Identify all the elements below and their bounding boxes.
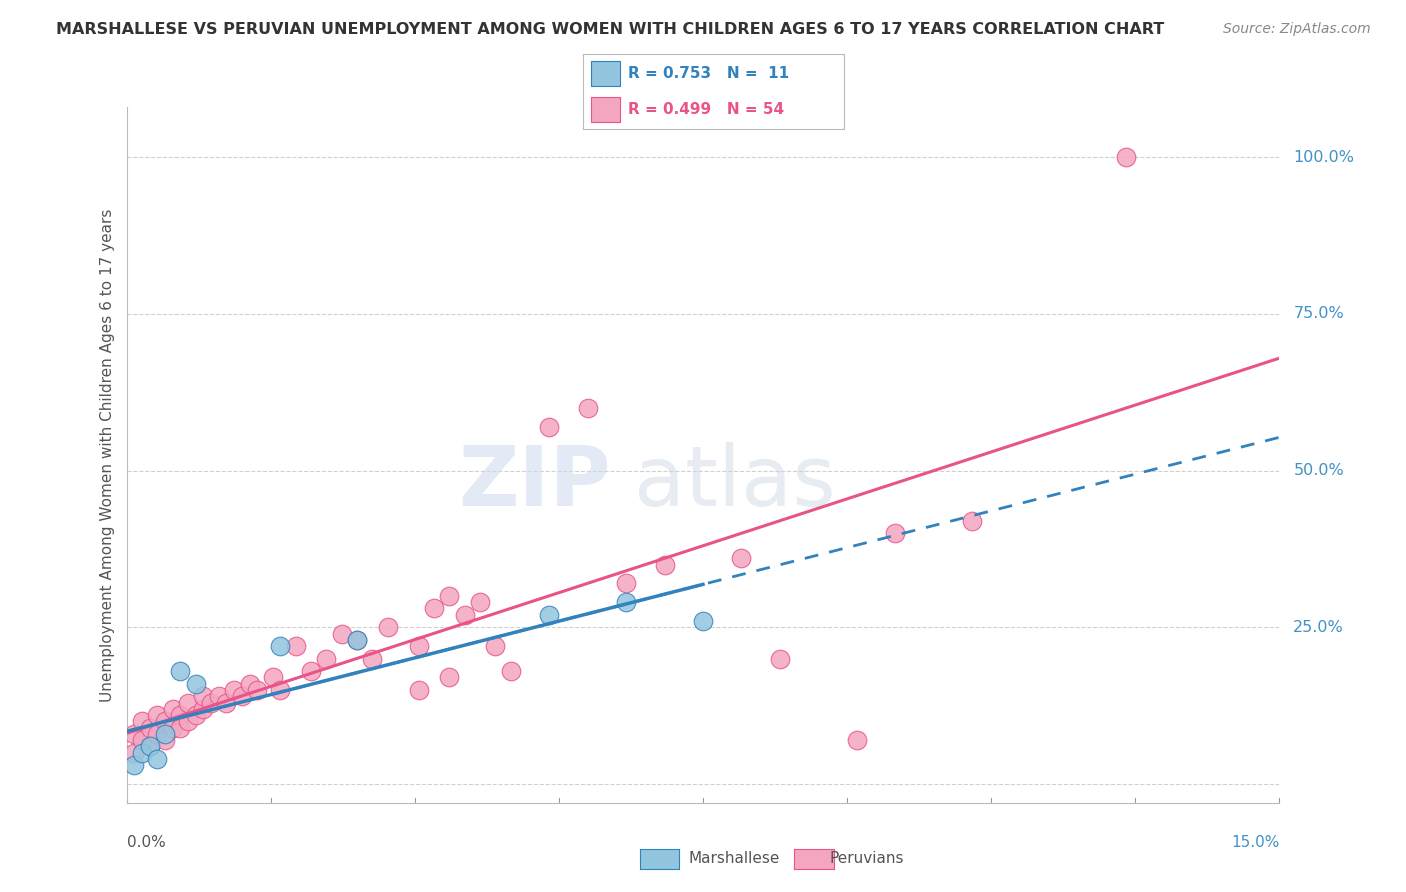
Point: [208, 690, 231, 704]
Text: MARSHALLESE VS PERUVIAN UNEMPLOYMENT AMONG WOMEN WITH CHILDREN AGES 6 TO 17 YEAR: MARSHALLESE VS PERUVIAN UNEMPLOYMENT AMO…: [56, 22, 1164, 37]
Point: [484, 639, 506, 653]
Point: [131, 733, 153, 747]
Point: [439, 589, 461, 603]
Point: [377, 620, 399, 634]
Point: [162, 721, 184, 735]
Point: [169, 721, 191, 735]
Point: [131, 714, 153, 729]
Point: [169, 708, 191, 723]
Point: [224, 683, 246, 698]
Point: [769, 651, 792, 665]
Point: [200, 696, 222, 710]
Point: [408, 639, 430, 653]
Point: [231, 690, 253, 704]
Point: [262, 670, 284, 684]
Point: [146, 708, 169, 723]
Point: [193, 702, 215, 716]
Point: [346, 632, 368, 647]
Point: [162, 702, 184, 716]
Point: [468, 595, 491, 609]
Point: [138, 721, 160, 735]
Point: [576, 401, 599, 415]
Text: 100.0%: 100.0%: [1294, 150, 1354, 165]
Text: 25.0%: 25.0%: [1294, 620, 1344, 635]
Text: atlas: atlas: [634, 442, 835, 524]
Text: Marshallese: Marshallese: [689, 851, 780, 865]
Point: [246, 683, 269, 698]
Text: 50.0%: 50.0%: [1294, 463, 1344, 478]
Point: [454, 607, 477, 622]
Text: 0.0%: 0.0%: [127, 836, 166, 850]
Text: ZIP: ZIP: [458, 442, 610, 524]
Point: [146, 752, 169, 766]
Y-axis label: Unemployment Among Women with Children Ages 6 to 17 years: Unemployment Among Women with Children A…: [100, 208, 115, 702]
Text: 15.0%: 15.0%: [1232, 836, 1279, 850]
Point: [299, 664, 322, 678]
Point: [315, 651, 337, 665]
Point: [614, 576, 637, 591]
Point: [153, 727, 176, 741]
Point: [1115, 150, 1137, 164]
Point: [538, 419, 561, 434]
Point: [730, 551, 752, 566]
Bar: [592, 96, 620, 122]
Point: [654, 558, 676, 572]
Point: [193, 690, 215, 704]
Point: [361, 651, 384, 665]
Point: [146, 727, 169, 741]
Point: [960, 514, 983, 528]
Point: [269, 639, 291, 653]
Text: Source: ZipAtlas.com: Source: ZipAtlas.com: [1223, 22, 1371, 37]
Text: Peruvians: Peruvians: [830, 851, 904, 865]
Point: [122, 727, 145, 741]
Point: [439, 670, 461, 684]
Point: [845, 733, 868, 747]
Point: [131, 746, 153, 760]
Text: R = 0.753   N =  11: R = 0.753 N = 11: [627, 67, 789, 81]
Point: [284, 639, 307, 653]
Point: [122, 758, 145, 772]
Text: 75.0%: 75.0%: [1294, 306, 1344, 321]
Point: [692, 614, 714, 628]
Point: [884, 526, 907, 541]
Point: [177, 696, 200, 710]
Point: [499, 664, 522, 678]
Point: [153, 733, 176, 747]
Point: [177, 714, 200, 729]
Bar: [592, 62, 620, 87]
Point: [122, 746, 145, 760]
Point: [138, 739, 160, 754]
Point: [184, 676, 207, 690]
Point: [238, 676, 260, 690]
Text: R = 0.499   N = 54: R = 0.499 N = 54: [627, 102, 783, 117]
Point: [169, 664, 191, 678]
Point: [330, 626, 353, 640]
Point: [138, 739, 160, 754]
Point: [215, 696, 238, 710]
Point: [184, 708, 207, 723]
Point: [346, 632, 368, 647]
Point: [269, 683, 291, 698]
Point: [538, 607, 561, 622]
Point: [614, 595, 637, 609]
Point: [423, 601, 446, 615]
Point: [408, 683, 430, 698]
Point: [153, 714, 176, 729]
